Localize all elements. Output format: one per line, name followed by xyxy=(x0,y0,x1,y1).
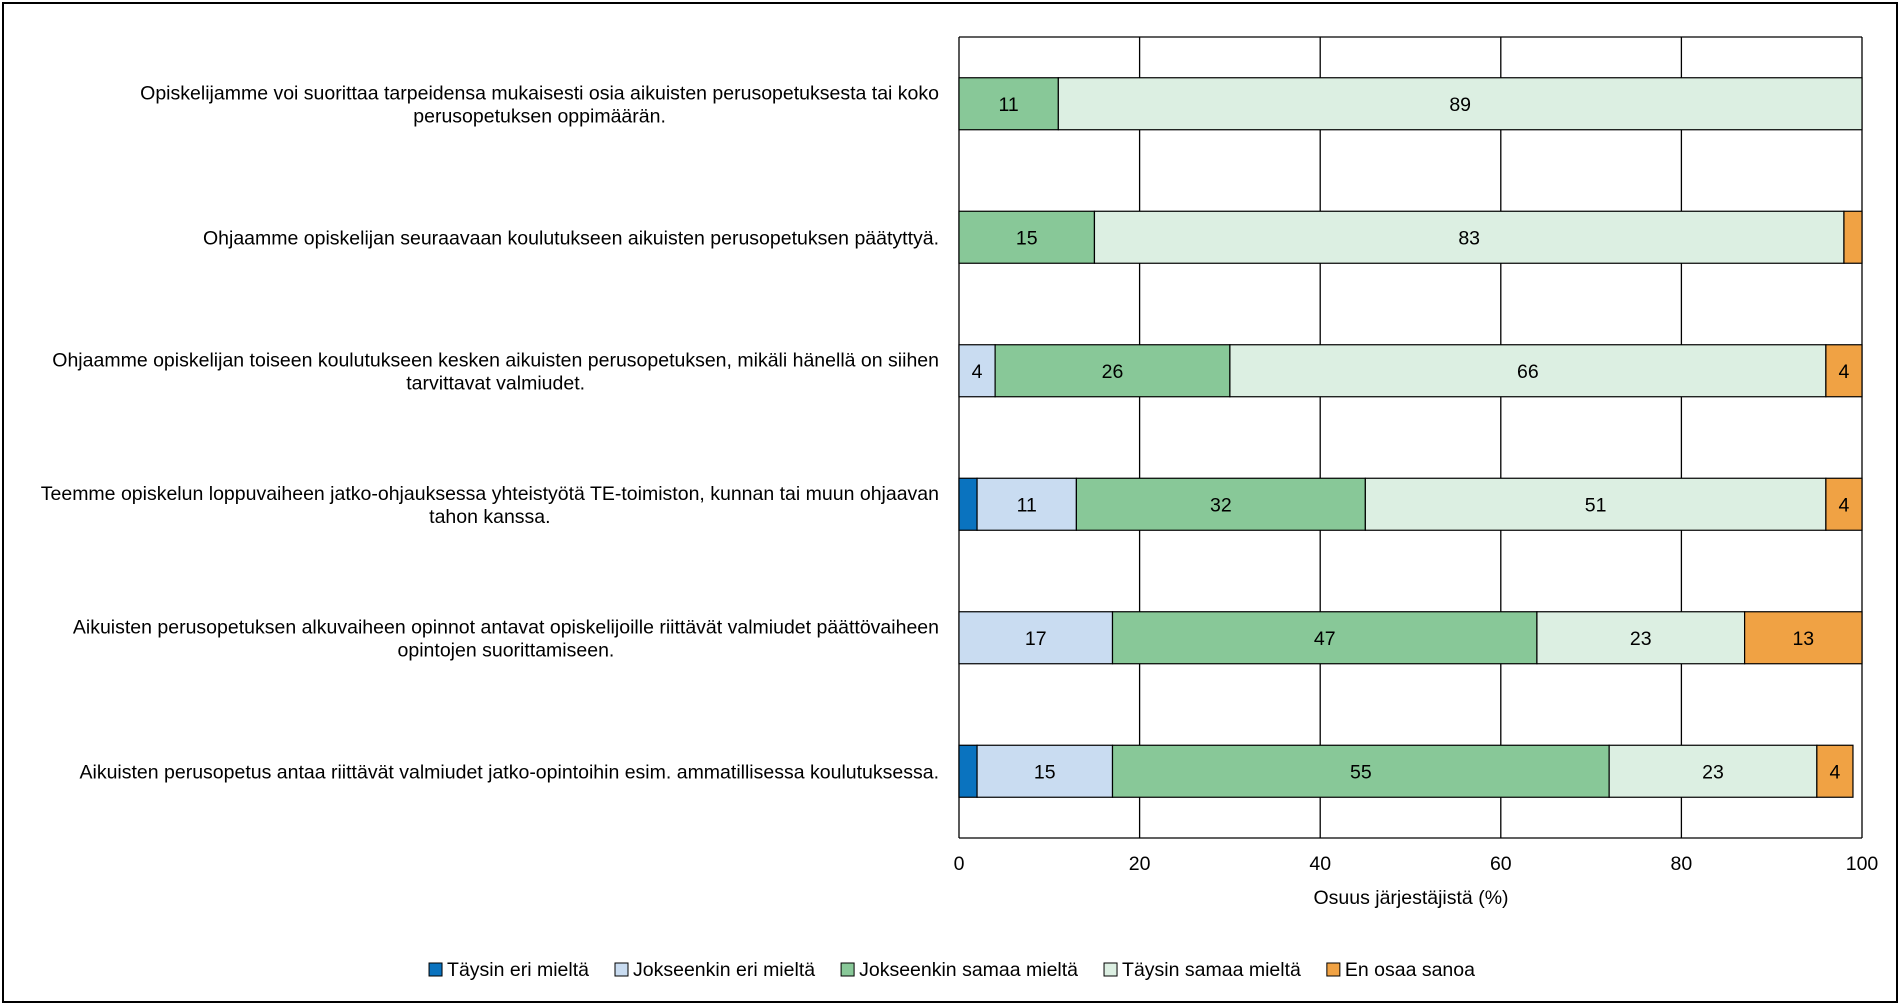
x-tick-label-0: 0 xyxy=(954,853,965,875)
bar-segment-row6-series2 xyxy=(976,744,1114,798)
bar-segment-row4-series5 xyxy=(1825,477,1863,531)
category-label-6: Aikuisten perusopetus antaa riittävät va… xyxy=(79,761,939,783)
data-label-row5-series3: 47 xyxy=(1314,628,1336,650)
category-label-line: Aikuisten perusopetuksen alkuvaiheen opi… xyxy=(73,616,939,638)
data-label-row3-series2: 4 xyxy=(972,361,983,383)
data-label-row3-series4: 66 xyxy=(1517,361,1539,383)
data-label-row3-series3: 26 xyxy=(1102,361,1124,383)
legend-item-4: Täysin samaa mieltä xyxy=(1103,959,1301,981)
data-label-row6-series5: 4 xyxy=(1829,761,1840,783)
data-label-row2-series4: 83 xyxy=(1458,227,1480,249)
data-label-row5-series4: 23 xyxy=(1630,628,1652,650)
legend-swatch-1 xyxy=(428,962,443,977)
stacked-bar-chart: 11 89 15 83 4 26 66 4 11 32 51 4 17 47 23 13 15 55 23 4 Opi… xyxy=(41,36,1879,981)
data-label-row4-series4: 51 xyxy=(1585,494,1607,516)
bar-segment-row1-series3 xyxy=(958,77,1059,131)
data-label-row6-series3: 55 xyxy=(1350,761,1372,783)
legend-item-5: En osaa sanoa xyxy=(1326,959,1475,981)
data-label-row4-series5: 4 xyxy=(1839,494,1850,516)
grid-layer xyxy=(958,36,1863,839)
bar-segment-row6-series1 xyxy=(958,744,978,798)
legend-item-2: Jokseenkin eri mieltä xyxy=(614,959,815,981)
data-label-row4-series2: 11 xyxy=(1017,494,1037,516)
bar-segment-row6-series5 xyxy=(1816,744,1854,798)
category-label-4: Teemme opiskelun loppuvaiheen jatko-ohja… xyxy=(41,483,939,528)
legend-label-4: Täysin samaa mieltä xyxy=(1122,959,1301,981)
category-label-line: opintojen suorittamiseen. xyxy=(398,639,615,661)
bar-segment-row5-series4 xyxy=(1536,611,1746,665)
x-axis-title: Osuus järjestäjistä (%) xyxy=(1313,887,1508,909)
bar-segment-row3-series4 xyxy=(1229,344,1827,398)
x-tick-label-80: 80 xyxy=(1671,853,1693,875)
legend-label-2: Jokseenkin eri mieltä xyxy=(633,959,815,981)
legend: Täysin eri mieltä Jokseenkin eri mieltä Jo… xyxy=(428,959,1475,981)
bar-segment-row1-series4 xyxy=(1057,77,1863,131)
category-label-line: tahon kanssa. xyxy=(429,506,550,528)
legend-swatch-5 xyxy=(1326,962,1341,977)
bar-segment-row4-series4 xyxy=(1364,477,1827,531)
data-label-row3-series5: 4 xyxy=(1839,361,1850,383)
data-label-row2-series3: 15 xyxy=(1016,227,1038,249)
x-tick-label-20: 20 xyxy=(1129,853,1151,875)
x-tick-label-60: 60 xyxy=(1490,853,1512,875)
x-tick-label-100: 100 xyxy=(1846,853,1879,875)
bar-segment-row5-series3 xyxy=(1111,611,1538,665)
category-label-line: Ohjaamme opiskelijan seuraavaan koulutuk… xyxy=(203,227,939,249)
legend-swatch-3 xyxy=(840,962,855,977)
category-label-1: Opiskelijamme voi suorittaa tarpeidensa … xyxy=(140,82,939,127)
bar-segment-row5-series2 xyxy=(958,611,1114,665)
category-labels: Opiskelijamme voi suorittaa tarpeidensa … xyxy=(41,82,939,783)
category-label-3: Ohjaamme opiskelijan toiseen koulutuksee… xyxy=(52,349,939,394)
bar-segment-row6-series4 xyxy=(1608,744,1818,798)
bar-segment-row4-series1 xyxy=(958,477,978,531)
category-label-2: Ohjaamme opiskelijan seuraavaan koulutuk… xyxy=(203,227,939,249)
data-label-row6-series4: 23 xyxy=(1702,761,1724,783)
legend-label-3: Jokseenkin samaa mieltä xyxy=(859,959,1078,981)
data-label-row1-series4: 89 xyxy=(1449,94,1471,116)
bar-segment-row3-series5 xyxy=(1825,344,1863,398)
bar-segment-row3-series3 xyxy=(994,344,1231,398)
category-label-line: Opiskelijamme voi suorittaa tarpeidensa … xyxy=(140,82,939,104)
category-label-5: Aikuisten perusopetuksen alkuvaiheen opi… xyxy=(73,616,939,661)
data-label-row5-series2: 17 xyxy=(1025,628,1047,650)
data-label-row1-series3: 11 xyxy=(999,94,1019,116)
data-label-row6-series2: 15 xyxy=(1034,761,1056,783)
data-label-row4-series3: 32 xyxy=(1210,494,1232,516)
category-label-line: perusopetuksen oppimäärän. xyxy=(413,105,666,127)
bars-layer: 11 89 15 83 4 26 66 4 11 32 51 4 17 47 23 13 15 55 23 4 xyxy=(958,77,1863,798)
x-axis-ticks: 0 20 40 60 80 100 xyxy=(954,853,1879,875)
legend-item-1: Täysin eri mieltä xyxy=(428,959,589,981)
category-label-line: Aikuisten perusopetus antaa riittävät va… xyxy=(79,761,939,783)
bar-segment-row2-series5 xyxy=(1843,210,1863,264)
category-label-line: tarvittavat valmiudet. xyxy=(406,372,585,394)
x-tick-label-40: 40 xyxy=(1309,853,1331,875)
data-label-row5-series5: 13 xyxy=(1792,628,1814,650)
legend-label-5: En osaa sanoa xyxy=(1345,959,1475,981)
bar-segment-row4-series2 xyxy=(976,477,1077,531)
legend-swatch-2 xyxy=(614,962,629,977)
legend-label-1: Täysin eri mieltä xyxy=(447,959,589,981)
category-label-line: Ohjaamme opiskelijan toiseen koulutuksee… xyxy=(52,349,939,371)
legend-swatch-4 xyxy=(1103,962,1118,977)
bar-segment-row5-series5 xyxy=(1744,611,1863,665)
bar-segment-row6-series3 xyxy=(1111,744,1610,798)
category-label-line: Teemme opiskelun loppuvaiheen jatko-ohja… xyxy=(41,483,939,505)
legend-item-3: Jokseenkin samaa mieltä xyxy=(840,959,1078,981)
